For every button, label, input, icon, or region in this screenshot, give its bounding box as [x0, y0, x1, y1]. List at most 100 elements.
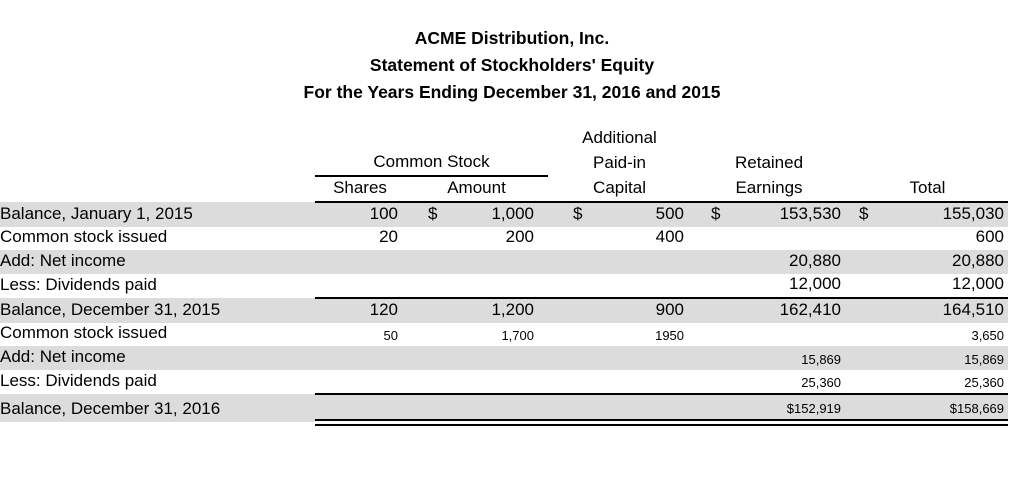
amount-dollar-sign [405, 370, 443, 395]
retained-value [729, 227, 847, 251]
row-add-net-income-2015: Add: Net income 20,880 20,880 [0, 250, 1009, 274]
shares-value: 50 [383, 328, 398, 343]
col-header-earnings: Earnings [735, 178, 803, 197]
col-header-shares: Shares [333, 178, 387, 197]
statement-title-block: ACME Distribution, Inc. Statement of Sto… [0, 0, 1024, 106]
row-add-net-income-2016: Add: Net income 15,869 15,869 [0, 346, 1009, 370]
total-dollar-sign [847, 393, 886, 426]
retained-dollar-sign [691, 370, 729, 395]
total-value: 25,360 [964, 375, 1005, 390]
shares-value: 120 [315, 297, 405, 323]
retained-dollar-sign [691, 297, 730, 323]
row-label: Balance, December 31, 2015 [0, 298, 315, 323]
total-dollar-sign [847, 297, 886, 323]
amount-value: 1,700 [501, 328, 534, 343]
total-value: 15,869 [885, 346, 1009, 370]
apic-dollar-sign [548, 227, 586, 251]
amount-value: 200 [505, 227, 534, 246]
col-header-total: Total [909, 178, 946, 197]
retained-value: $152,919 [729, 393, 848, 426]
retained-dollar-sign [691, 274, 729, 299]
apic-dollar-sign [548, 393, 586, 426]
total-value: 12,000 [952, 274, 1005, 293]
apic-value [586, 393, 692, 426]
retained-value: 15,869 [729, 346, 848, 370]
amount-dollar-sign [405, 323, 443, 347]
header-row-2: Common Stock Paid-in Retained [0, 151, 1008, 177]
shares-value: 20 [379, 227, 398, 246]
row-label: Less: Dividends paid [0, 275, 157, 294]
row-balance-december-31-2015: Balance, December 31, 2015 120 1,200 900… [0, 297, 1009, 323]
total-dollar-sign [847, 370, 885, 395]
stockholders-equity-table: Additional Common Stock Paid-in Retained… [0, 127, 1009, 426]
company-name: ACME Distribution, Inc. [414, 28, 610, 48]
apic-value: 1950 [655, 328, 685, 343]
col-header-paid-in: Paid-in [593, 153, 646, 172]
total-value: $158,669 [885, 393, 1009, 426]
total-dollar-sign [847, 227, 885, 251]
row-common-stock-issued-2016: Common stock issued 50 1,700 1950 3,650 [0, 323, 1008, 347]
col-header-additional: Additional [582, 128, 657, 147]
total-value: 3,650 [971, 328, 1005, 343]
apic-value [586, 370, 691, 395]
row-label: Common stock issued [0, 323, 168, 342]
apic-dollar-sign [548, 297, 586, 323]
header-spacer [0, 176, 315, 202]
total-value: 600 [975, 227, 1005, 246]
shares-value [315, 370, 405, 395]
row-label: Common stock issued [0, 227, 168, 246]
header-spacer [0, 127, 315, 151]
apic-value: 500 [586, 201, 692, 227]
retained-value [729, 323, 847, 347]
total-value: 155,030 [885, 201, 1009, 227]
col-header-retained: Retained [734, 153, 804, 172]
amount-value [443, 393, 548, 426]
apic-value [586, 250, 692, 274]
total-value: 164,510 [885, 297, 1009, 323]
statement-name: Statement of Stockholders' Equity [369, 55, 655, 75]
apic-dollar-sign: $ [548, 201, 586, 227]
total-dollar-sign: $ [847, 201, 886, 227]
retained-dollar-sign: $ [691, 201, 730, 227]
row-less-dividends-paid-2015: Less: Dividends paid 12,000 12,000 [0, 274, 1008, 299]
total-dollar-sign [847, 274, 885, 299]
amount-dollar-sign [405, 297, 443, 323]
col-header-common-stock: Common Stock [315, 151, 548, 177]
apic-dollar-sign [548, 250, 586, 274]
col-header-amount: Amount [447, 178, 506, 197]
amount-value [443, 274, 548, 299]
header-spacer [315, 127, 548, 151]
apic-dollar-sign [548, 346, 586, 370]
retained-dollar-sign [691, 346, 730, 370]
retained-dollar-sign [691, 393, 730, 426]
apic-dollar-sign [548, 370, 586, 395]
apic-value: 400 [655, 227, 685, 246]
row-label: Balance, December 31, 2016 [0, 394, 315, 422]
total-dollar-sign [847, 323, 885, 347]
header-spacer [847, 151, 1008, 176]
amount-value: 1,000 [443, 201, 548, 227]
header-spacer [691, 127, 847, 151]
retained-dollar-sign [691, 250, 730, 274]
row-label: Add: Net income [0, 250, 315, 274]
amount-value [443, 346, 548, 370]
retained-value: 162,410 [729, 297, 848, 323]
header-spacer [847, 127, 1008, 151]
statement-period: For the Years Ending December 31, 2016 a… [303, 82, 721, 102]
shares-value [315, 274, 405, 299]
amount-value [443, 370, 548, 395]
retained-value: 25,360 [801, 375, 842, 390]
col-header-capital: Capital [593, 178, 646, 197]
amount-dollar-sign [405, 250, 443, 274]
retained-value: 20,880 [729, 250, 848, 274]
row-label: Balance, January 1, 2015 [0, 202, 315, 227]
total-dollar-sign [847, 346, 886, 370]
apic-value [586, 274, 691, 299]
amount-value [443, 250, 548, 274]
total-dollar-sign [847, 250, 886, 274]
total-value: 20,880 [885, 250, 1009, 274]
retained-value: 12,000 [789, 274, 842, 293]
apic-value [586, 346, 692, 370]
shares-value: 100 [315, 201, 405, 227]
row-common-stock-issued-2015: Common stock issued 20 200 400 600 [0, 227, 1008, 251]
